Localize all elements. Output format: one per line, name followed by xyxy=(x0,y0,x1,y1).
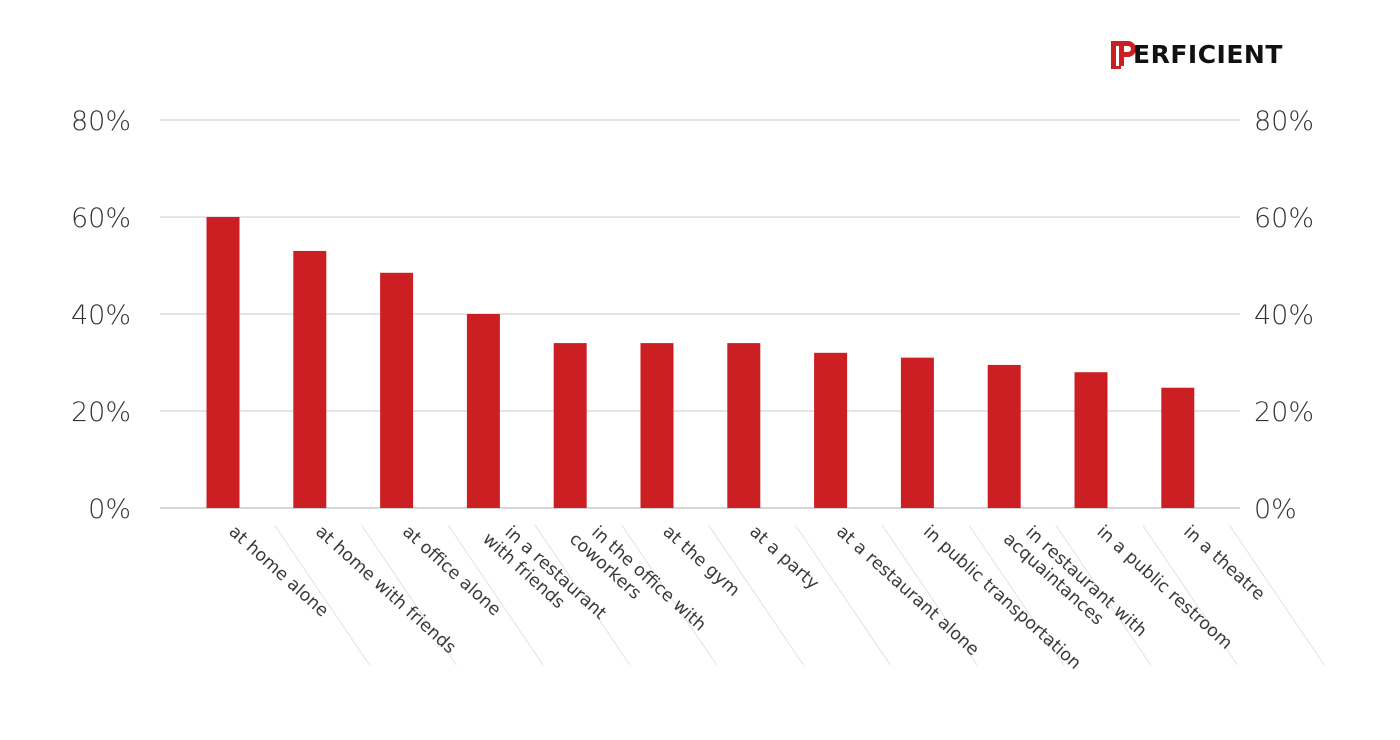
y-tick-label-right: 20% xyxy=(1254,397,1314,428)
category-separator xyxy=(881,524,978,666)
category-separator xyxy=(447,524,544,666)
category-separator xyxy=(708,524,804,666)
y-tick-label-right: 40% xyxy=(1254,300,1314,331)
category-label-line: at home with friends xyxy=(311,522,459,658)
category-separator xyxy=(968,524,1065,666)
bar xyxy=(1074,372,1108,508)
left-y-axis: 0% 20% 40% 60% 80% xyxy=(71,106,131,525)
bar xyxy=(987,364,1021,508)
category-label-line: at a party xyxy=(745,522,822,594)
category-separator xyxy=(1228,524,1325,666)
category-separator xyxy=(794,524,891,666)
y-tick-label-right: 60% xyxy=(1254,203,1314,234)
y-tick-label-right: 0% xyxy=(1254,494,1297,525)
bars xyxy=(206,217,1195,508)
perficient-logo-mark-icon xyxy=(1111,41,1136,69)
y-tick-label-left: 20% xyxy=(71,397,131,428)
category-label: at home with friends xyxy=(311,522,459,658)
category-label: at a restaurant alone xyxy=(832,522,982,660)
right-y-axis: 0% 20% 40% 60% 80% xyxy=(1254,106,1314,525)
category-label: in restaurant withacquaintances xyxy=(999,514,1150,656)
bar xyxy=(640,343,674,508)
y-tick-label-left: 0% xyxy=(88,494,131,525)
y-tick-label-left: 60% xyxy=(71,203,131,234)
perficient-logo: ERFICIENT xyxy=(1111,40,1283,69)
category-separator xyxy=(274,524,370,666)
bar xyxy=(380,272,414,508)
y-tick-label-right: 80% xyxy=(1254,106,1314,137)
category-separators xyxy=(274,524,1325,666)
category-separator xyxy=(534,524,631,666)
category-label: in the office withcoworkers xyxy=(565,514,710,650)
y-tick-label-left: 80% xyxy=(71,106,131,137)
bar xyxy=(900,357,934,508)
bar xyxy=(206,217,240,508)
category-separator xyxy=(360,524,457,666)
bar xyxy=(466,314,500,508)
logo-text: ERFICIENT xyxy=(1133,40,1283,69)
bar xyxy=(1161,387,1195,508)
category-separator xyxy=(621,524,718,666)
category-label-line: at a restaurant alone xyxy=(832,522,982,660)
y-tick-label-left: 40% xyxy=(71,300,131,331)
category-separator xyxy=(1142,524,1238,666)
bar xyxy=(553,343,587,508)
bar xyxy=(727,343,761,508)
category-separator xyxy=(1055,524,1152,666)
bar xyxy=(293,250,327,508)
bar xyxy=(814,352,848,508)
category-label: at a party xyxy=(745,522,822,594)
gridlines xyxy=(160,119,1240,509)
